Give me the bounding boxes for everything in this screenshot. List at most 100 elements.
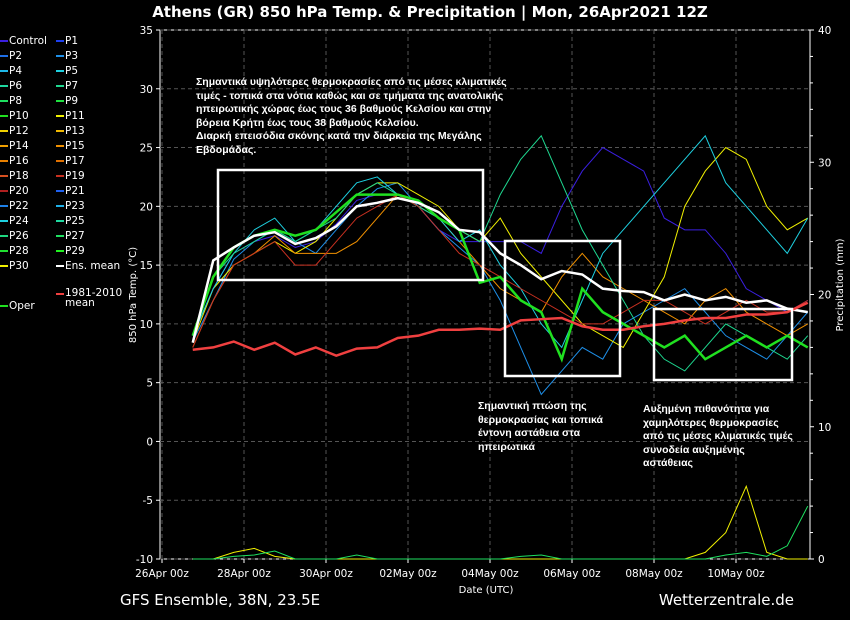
legend-swatch xyxy=(56,204,64,207)
legend-swatch xyxy=(0,204,8,207)
x-tick-label: 10May 00z xyxy=(707,568,765,580)
legend-label: Ens. mean xyxy=(65,259,121,272)
legend-item: P13 xyxy=(56,123,85,138)
legend-item: P8 xyxy=(0,93,22,108)
legend-label: P21 xyxy=(65,184,85,197)
legend-label: P14 xyxy=(9,139,29,152)
legend-swatch xyxy=(0,159,8,162)
legend-item: P9 xyxy=(56,93,78,108)
legend-label: P23 xyxy=(65,199,85,212)
legend-swatch xyxy=(0,129,8,132)
y-tick-label: 25 xyxy=(140,143,153,155)
legend-label: P17 xyxy=(65,154,85,167)
legend-swatch xyxy=(56,293,64,295)
highlight-box-drop xyxy=(503,239,622,378)
highlight-box-cool xyxy=(652,307,794,382)
x-tick-label: 08May 00z xyxy=(625,568,683,580)
highlight-box-warm xyxy=(216,168,485,282)
precip-line-p11 xyxy=(192,484,808,560)
annotation-cool: Αυξημένη πιθανότητα για χαμηλότερες θερμ… xyxy=(643,403,793,469)
series-line-ens-mean xyxy=(191,196,808,343)
footer-source: GFS Ensemble, 38N, 23.5E xyxy=(120,591,320,609)
legend-label: P6 xyxy=(9,79,23,92)
legend-label: Control xyxy=(9,34,47,47)
y-axis-label: 850 hPa Temp. (°C) xyxy=(128,247,139,343)
legend-swatch xyxy=(56,84,64,87)
legend-swatch xyxy=(56,144,64,147)
chart-title: Athens (GR) 850 hPa Temp. & Precipitatio… xyxy=(152,3,708,22)
legend-swatch xyxy=(0,144,8,147)
legend-item: P23 xyxy=(56,198,85,213)
legend-item: P17 xyxy=(56,153,85,168)
highlight-boxes xyxy=(216,168,794,382)
legend-label: P8 xyxy=(9,94,23,107)
legend-label: Oper xyxy=(9,299,35,312)
legend-swatch xyxy=(56,174,64,177)
legend-item: P27 xyxy=(56,228,85,243)
y-tick-label: 35 xyxy=(140,25,153,37)
legend-label: P5 xyxy=(65,64,79,77)
annotation-warm: Σημαντικά υψηλότερες θερμοκρασίες από τι… xyxy=(196,76,507,156)
legend-item: P10 xyxy=(0,108,29,123)
legend-swatch xyxy=(0,69,8,72)
legend-item: P14 xyxy=(0,138,29,153)
y2-tick-label: 30 xyxy=(818,157,831,169)
x-tick-label: 26Apr 00z xyxy=(135,568,189,580)
x-tick-label: 06May 00z xyxy=(543,568,601,580)
legend-item: P30 xyxy=(0,258,29,273)
legend-item: P15 xyxy=(56,138,85,153)
footer-site: Wetterzentrale.de xyxy=(659,591,794,609)
legend-label: P11 xyxy=(65,109,85,122)
legend-label: P24 xyxy=(9,214,29,227)
legend-swatch xyxy=(56,264,64,267)
legend-label: P3 xyxy=(65,49,79,62)
legend-item: 1981-2010 mean xyxy=(56,288,122,308)
legend-item: P26 xyxy=(0,228,29,243)
legend-swatch xyxy=(0,114,8,117)
y-tick-label: -10 xyxy=(136,554,153,566)
legend-swatch xyxy=(56,99,64,102)
legend-swatch xyxy=(0,99,8,102)
series-line-p7 xyxy=(192,134,809,372)
legend-label: P28 xyxy=(9,244,29,257)
y2-tick-label: 0 xyxy=(818,554,825,566)
legend-item: P2 xyxy=(0,48,22,63)
legend-swatch xyxy=(56,114,64,117)
legend-item: P1 xyxy=(56,33,78,48)
legend-item: P18 xyxy=(0,168,29,183)
series-line-oper xyxy=(191,193,809,363)
legend-swatch xyxy=(56,69,64,72)
legend-label: P18 xyxy=(9,169,29,182)
legend-label: P22 xyxy=(9,199,29,212)
y-tick-label: 10 xyxy=(140,319,153,331)
legend-label: 1981-2010 mean xyxy=(65,287,123,309)
series-line-1981-2010-mean xyxy=(192,301,809,357)
legend-label: P9 xyxy=(65,94,79,107)
y-tick-label: 0 xyxy=(146,436,153,448)
legend-swatch xyxy=(0,189,8,192)
y-tick-label: 20 xyxy=(140,201,153,213)
series-line-control xyxy=(192,146,808,336)
legend-label: P2 xyxy=(9,49,23,62)
legend-swatch xyxy=(0,234,8,237)
legend-item: P20 xyxy=(0,183,29,198)
legend-label: P13 xyxy=(65,124,85,137)
legend-item: P12 xyxy=(0,123,29,138)
legend-item: P11 xyxy=(56,108,85,123)
x-tick-label: 04May 00z xyxy=(461,568,519,580)
legend-label: P4 xyxy=(9,64,23,77)
legend-swatch xyxy=(56,54,64,57)
legend-item: P28 xyxy=(0,243,29,258)
x-axis-label: Date (UTC) xyxy=(459,585,514,596)
legend-item: P25 xyxy=(56,213,85,228)
legend-item: P29 xyxy=(56,243,85,258)
x-tick-label: 30Apr 00z xyxy=(299,568,353,580)
legend-swatch xyxy=(0,219,8,222)
legend-item: P6 xyxy=(0,78,22,93)
legend-label: P15 xyxy=(65,139,85,152)
legend-swatch xyxy=(56,129,64,132)
legend-label: P19 xyxy=(65,169,85,182)
y2-tick-label: 10 xyxy=(818,422,831,434)
legend-swatch xyxy=(56,39,64,42)
legend-item: P3 xyxy=(56,48,78,63)
